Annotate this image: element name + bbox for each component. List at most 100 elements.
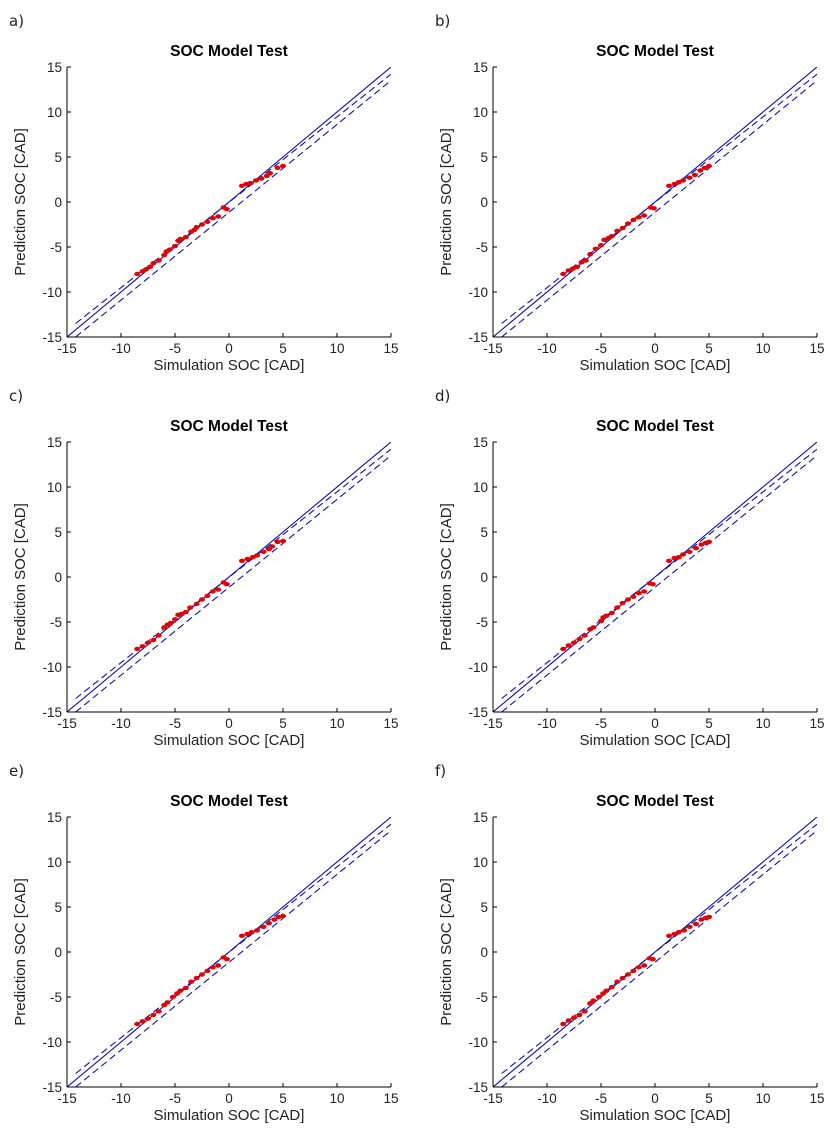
- y-tick-label: 5: [480, 150, 488, 165]
- data-point: [254, 928, 261, 933]
- data-point: [693, 921, 700, 927]
- data-point: [686, 175, 693, 180]
- data-point: [260, 924, 267, 929]
- y-tick-label: 10: [47, 855, 62, 870]
- plot-area: [67, 442, 391, 712]
- data-point: [187, 605, 194, 610]
- panel-label: c): [9, 387, 23, 405]
- chart-title: SOC Model Test: [170, 43, 288, 60]
- y-tick-label: 15: [473, 435, 488, 450]
- data-point: [587, 252, 594, 257]
- x-axis-label: Simulation SOC [CAD]: [154, 357, 305, 374]
- chart-panel: f) SOC Model Test -15 -10 -5 0 5 10 15 -15 -10 -5 0 5…: [435, 762, 825, 1124]
- data-point: [635, 591, 642, 596]
- y-tick-label: -15: [42, 330, 62, 345]
- data-point: [193, 601, 200, 607]
- tolerance-line-1: [501, 448, 817, 699]
- data-point: [155, 258, 162, 263]
- x-tick-label: 15: [809, 716, 824, 731]
- y-tick-label: 15: [473, 810, 488, 825]
- data-point: [244, 556, 251, 562]
- y-tick-label: -15: [468, 1080, 488, 1095]
- y-tick-label: 0: [480, 570, 488, 585]
- panel-label: b): [435, 12, 450, 30]
- plot-area: [493, 442, 817, 712]
- data-point: [576, 1012, 583, 1018]
- y-tick-label: 0: [480, 195, 488, 210]
- data-point: [215, 214, 222, 219]
- data-point: [598, 618, 604, 624]
- x-tick-label: 0: [651, 341, 659, 356]
- data-point: [595, 994, 602, 1000]
- data-point: [254, 553, 261, 558]
- data-point: [177, 988, 184, 993]
- data-point: [641, 213, 648, 218]
- x-tick-label: 5: [705, 341, 713, 356]
- x-tick-label: -5: [169, 341, 181, 356]
- data-point: [574, 264, 581, 269]
- y-axis-label: Prediction SOC [CAD]: [12, 503, 29, 651]
- y-axis-label: Prediction SOC [CAD]: [438, 878, 455, 1026]
- y-tick-label: -5: [50, 990, 62, 1005]
- y-tick-label: -15: [42, 705, 62, 720]
- data-point: [675, 555, 682, 560]
- data-point: [238, 558, 245, 563]
- data-point: [223, 582, 230, 587]
- x-tick-label: -5: [169, 1091, 181, 1106]
- data-point: [199, 972, 205, 977]
- data-point: [614, 228, 621, 233]
- y-tick-label: 5: [54, 150, 62, 165]
- data-point: [619, 600, 626, 606]
- data-point: [209, 965, 216, 970]
- data-point: [706, 914, 712, 920]
- chart-panel: a) SOC Model Test -15 -10 -5 0 5 10 15 -15 -10 -5 0 5…: [9, 12, 399, 374]
- y-tick-label: -10: [468, 660, 488, 675]
- data-point: [147, 264, 154, 269]
- data-point: [150, 637, 157, 643]
- data-point: [581, 633, 588, 638]
- data-point: [608, 610, 615, 616]
- y-tick-label: 0: [54, 945, 62, 960]
- chart-title: SOC Model Test: [170, 793, 288, 810]
- data-point: [590, 625, 597, 630]
- y-tick-label: 5: [54, 900, 62, 915]
- x-tick-label: 0: [651, 716, 659, 731]
- y-tick-label: 15: [47, 810, 62, 825]
- y-tick-label: 15: [473, 60, 488, 75]
- data-point: [614, 979, 621, 984]
- data-point: [641, 963, 648, 968]
- x-tick-label: 10: [755, 341, 770, 356]
- data-point: [161, 252, 168, 258]
- identity-line: [67, 817, 391, 1087]
- identity-line: [67, 442, 391, 712]
- y-tick-label: -15: [468, 330, 488, 345]
- tolerance-line-1: [501, 823, 817, 1074]
- x-axis-label: Simulation SOC [CAD]: [580, 1107, 731, 1124]
- y-tick-label: -5: [476, 240, 488, 255]
- tolerance-line-1: [75, 73, 391, 324]
- data-point: [675, 930, 682, 935]
- x-tick-label: 5: [279, 341, 287, 356]
- data-point: [265, 921, 272, 926]
- y-tick-label: 0: [54, 570, 62, 585]
- y-tick-label: -5: [476, 615, 488, 630]
- x-axis-label: Simulation SOC [CAD]: [580, 732, 731, 749]
- data-point: [209, 216, 216, 221]
- data-point: [619, 225, 626, 231]
- tolerance-line-2: [501, 80, 817, 337]
- data-point: [269, 544, 276, 549]
- x-tick-label: 15: [809, 341, 824, 356]
- data-point: [223, 207, 230, 212]
- tolerance-line-2: [75, 830, 391, 1087]
- tolerance-line-1: [75, 448, 391, 699]
- plot-area: [67, 817, 391, 1087]
- x-tick-label: -15: [57, 716, 77, 731]
- y-tick-label: -5: [476, 990, 488, 1005]
- data-point: [603, 988, 610, 993]
- data-point: [560, 271, 567, 277]
- data-point: [630, 594, 637, 599]
- y-tick-label: -15: [42, 1080, 62, 1095]
- x-tick-label: 5: [705, 716, 713, 731]
- data-point: [630, 217, 637, 223]
- y-tick-label: -10: [42, 285, 62, 300]
